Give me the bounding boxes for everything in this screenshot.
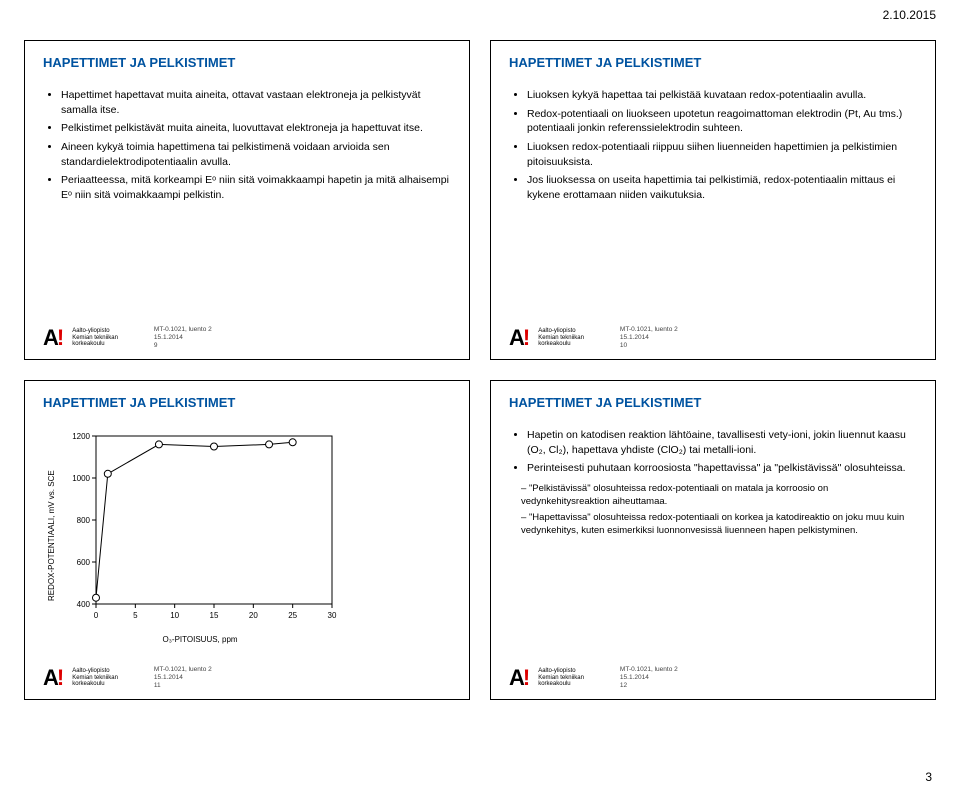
- logo-line: Kemian tekniikan: [538, 335, 584, 342]
- list-item: Liuoksen kykyä hapettaa tai pelkistää ku…: [527, 88, 917, 103]
- slide-footer: A! Aalto-yliopisto Kemian tekniikan kork…: [509, 315, 917, 351]
- list-item: Aineen kykyä toimia hapettimena tai pelk…: [61, 140, 451, 169]
- slide-4: HAPETTIMET JA PELKISTIMET Hapetin on kat…: [490, 380, 936, 700]
- aalto-logo: A!: [43, 325, 64, 351]
- logo-line: korkeakoulu: [72, 341, 118, 348]
- logo-line: korkeakoulu: [538, 681, 584, 688]
- svg-text:800: 800: [77, 516, 91, 525]
- slide-footer: A! Aalto-yliopisto Kemian tekniikan kork…: [43, 315, 451, 351]
- footer-course: MT-0.1021, luento 2: [620, 666, 678, 674]
- slide-footer: A! Aalto-yliopisto Kemian tekniikan kork…: [509, 655, 917, 691]
- svg-text:1200: 1200: [72, 432, 90, 441]
- list-item: Perinteisesti puhutaan korroosiosta "hap…: [527, 461, 917, 476]
- logo-line: Kemian tekniikan: [538, 675, 584, 682]
- bullet-list: Liuoksen kykyä hapettaa tai pelkistää ku…: [509, 88, 917, 207]
- footer-meta: MT-0.1021, luento 2 15.1.2014 12: [620, 666, 678, 689]
- logo-line: Kemian tekniikan: [72, 335, 118, 342]
- footer-meta: MT-0.1021, luento 2 15.1.2014 9: [154, 326, 212, 349]
- svg-text:10: 10: [170, 611, 179, 620]
- page-number: 3: [925, 770, 932, 784]
- redox-chart: 400 600 800 1000 1200 0 5 10 15 20 25 30: [60, 428, 340, 628]
- logo-line: Kemian tekniikan: [72, 675, 118, 682]
- list-item: Hapetin on katodisen reaktion lähtöaine,…: [527, 428, 917, 457]
- slide-title: HAPETTIMET JA PELKISTIMET: [43, 55, 451, 70]
- list-item: Hapettimet hapettavat muita aineita, ott…: [61, 88, 451, 117]
- slide-title: HAPETTIMET JA PELKISTIMET: [509, 55, 917, 70]
- slide-3: HAPETTIMET JA PELKISTIMET REDOX-POTENTIA…: [24, 380, 470, 700]
- footer-num: 11: [154, 682, 212, 690]
- footer-num: 10: [620, 342, 678, 350]
- slide-footer: A! Aalto-yliopisto Kemian tekniikan kork…: [43, 655, 451, 691]
- chart-wrap: REDOX-POTENTIAALI, mV vs. SCE 400 600 800 1…: [47, 428, 451, 644]
- chart-x-label: O₃-PITOISUUS, ppm: [60, 635, 340, 644]
- logo-line: Aalto-yliopisto: [72, 328, 118, 335]
- list-item: Pelkistimet pelkistävät muita aineita, l…: [61, 121, 451, 136]
- footer-date: 15.1.2014: [154, 334, 212, 342]
- logo-line: Aalto-yliopisto: [538, 328, 584, 335]
- logo-text: Aalto-yliopisto Kemian tekniikan korkeak…: [72, 668, 118, 688]
- slide-title: HAPETTIMET JA PELKISTIMET: [43, 395, 451, 410]
- logo-line: korkeakoulu: [538, 341, 584, 348]
- svg-text:15: 15: [210, 611, 219, 620]
- bullet-list: Hapetin on katodisen reaktion lähtöaine,…: [509, 428, 917, 480]
- sub-bullet-list: "Pelkistävissä" olosuhteissa redox-poten…: [509, 483, 917, 540]
- list-item: Periaatteessa, mitä korkeampi Eᵒ niin si…: [61, 173, 451, 202]
- svg-text:5: 5: [133, 611, 138, 620]
- list-item: Jos liuoksessa on useita hapettimia tai …: [527, 173, 917, 202]
- aalto-logo: A!: [43, 665, 64, 691]
- svg-text:0: 0: [94, 611, 99, 620]
- aalto-logo: A!: [509, 665, 530, 691]
- list-item: Redox-potentiaali on liuokseen upotetun …: [527, 107, 917, 136]
- footer-date: 15.1.2014: [620, 674, 678, 682]
- footer-date: 15.1.2014: [154, 674, 212, 682]
- logo-text: Aalto-yliopisto Kemian tekniikan korkeak…: [538, 668, 584, 688]
- logo-line: Aalto-yliopisto: [72, 668, 118, 675]
- aalto-logo: A!: [509, 325, 530, 351]
- footer-meta: MT-0.1021, luento 2 15.1.2014 10: [620, 326, 678, 349]
- footer-course: MT-0.1021, luento 2: [154, 666, 212, 674]
- logo-line: korkeakoulu: [72, 681, 118, 688]
- footer-date: 15.1.2014: [620, 334, 678, 342]
- svg-text:20: 20: [249, 611, 258, 620]
- footer-num: 12: [620, 682, 678, 690]
- svg-text:600: 600: [77, 558, 91, 567]
- footer-course: MT-0.1021, luento 2: [620, 326, 678, 334]
- svg-text:30: 30: [328, 611, 337, 620]
- svg-text:1000: 1000: [72, 474, 90, 483]
- logo-text: Aalto-yliopisto Kemian tekniikan korkeak…: [72, 328, 118, 348]
- svg-text:400: 400: [77, 600, 91, 609]
- chart-y-label: REDOX-POTENTIAALI, mV vs. SCE: [47, 428, 56, 644]
- footer-meta: MT-0.1021, luento 2 15.1.2014 11: [154, 666, 212, 689]
- svg-text:25: 25: [288, 611, 297, 620]
- slide-2: HAPETTIMET JA PELKISTIMET Liuoksen kykyä…: [490, 40, 936, 360]
- slides-grid: HAPETTIMET JA PELKISTIMET Hapettimet hap…: [24, 40, 936, 700]
- slide-1: HAPETTIMET JA PELKISTIMET Hapettimet hap…: [24, 40, 470, 360]
- chart-container: 400 600 800 1000 1200 0 5 10 15 20 25 30 O₃-PITOISU…: [60, 428, 340, 644]
- footer-course: MT-0.1021, luento 2: [154, 326, 212, 334]
- bullet-list: Hapettimet hapettavat muita aineita, ott…: [43, 88, 451, 207]
- list-item: "Hapettavissa" olosuhteissa redox-potent…: [521, 512, 917, 538]
- slide-title: HAPETTIMET JA PELKISTIMET: [509, 395, 917, 410]
- list-item: Liuoksen redox-potentiaali riippuu siihe…: [527, 140, 917, 169]
- logo-text: Aalto-yliopisto Kemian tekniikan korkeak…: [538, 328, 584, 348]
- footer-num: 9: [154, 342, 212, 350]
- list-item: "Pelkistävissä" olosuhteissa redox-poten…: [521, 483, 917, 509]
- logo-line: Aalto-yliopisto: [538, 668, 584, 675]
- date-header: 2.10.2015: [883, 8, 936, 22]
